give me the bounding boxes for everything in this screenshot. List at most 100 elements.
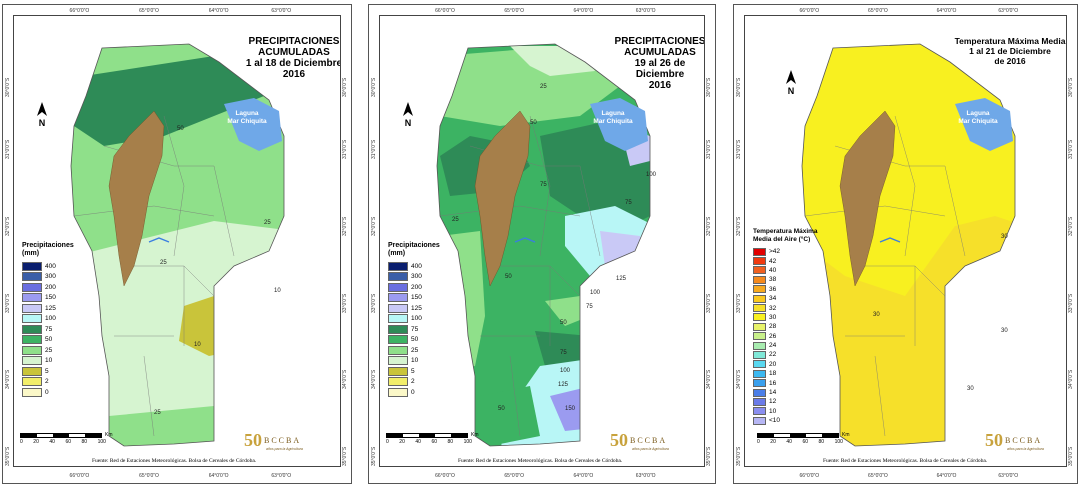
scale-number: 80: [818, 439, 825, 445]
longitude-tick: 66°0'0"O: [799, 473, 820, 479]
legend-swatch: [753, 341, 766, 350]
legend-item: 38: [753, 275, 818, 284]
longitude-tick: 66°0'0"O: [435, 8, 455, 14]
legend-label: 40: [769, 266, 777, 274]
longitude-tick: 63°0'0"O: [271, 8, 292, 14]
legend-swatch: [753, 275, 766, 284]
legend-swatch: [753, 369, 766, 378]
legend-swatch: [753, 416, 766, 425]
longitude-tick: 65°0'0"O: [139, 473, 159, 479]
scale-number: 40: [415, 439, 421, 445]
scale-number: 20: [399, 439, 405, 445]
legend-label: 300: [45, 273, 56, 281]
legend-item: 10: [388, 356, 440, 367]
latitude-tick: 33°0'0"S: [706, 293, 712, 313]
legend-swatch: [22, 324, 42, 334]
scale-number: 60: [431, 439, 438, 445]
svg-text:125: 125: [558, 382, 569, 388]
latitude-tick: 33°0'0"S: [1068, 293, 1074, 313]
legend-label: 18: [769, 370, 777, 378]
legend-label: 50: [45, 336, 53, 344]
scale-number: 100: [834, 439, 843, 445]
legend-item: 50: [22, 335, 74, 346]
map-frame: 30 30 30 30 N Temperatura Máxima Media 1 a…: [744, 15, 1067, 467]
legend-label: 20: [769, 360, 777, 368]
longitude-tick: 63°0'0"O: [998, 473, 1019, 479]
legend-swatch: [753, 294, 766, 303]
scale-unit: Km: [105, 432, 113, 438]
longitude-tick: 64°0'0"O: [208, 8, 229, 14]
logo-tagline: años para la Agricultura: [632, 447, 669, 451]
source-text: Fuente: Red de Estaciones Meteorológicas…: [92, 458, 257, 464]
legend-item: 2: [22, 377, 74, 388]
scale-unit: Km: [471, 432, 479, 438]
legend-swatch: [388, 387, 408, 397]
scale-bar: Km 0 20 40 60 80 100: [757, 432, 850, 445]
legend-item: 30: [753, 313, 818, 322]
latitude-tick: 31°0'0"S: [5, 139, 11, 159]
longitude-tick: 63°0'0"O: [271, 473, 292, 479]
legend-label: 0: [411, 388, 415, 396]
scale-bar-graphic: [386, 433, 468, 438]
latitude-tick: 31°0'0"S: [736, 139, 742, 159]
legend-label: 100: [45, 315, 56, 323]
legend-swatch: [753, 360, 766, 369]
legend-label: 34: [769, 295, 777, 303]
north-arrow-icon: [37, 102, 47, 116]
legend-label: 200: [45, 283, 56, 291]
legend-label: <10: [769, 417, 781, 425]
legend-swatch: [388, 272, 408, 282]
logo-tagline: años para la Agricultura: [1007, 447, 1044, 451]
latitude-tick: 32°0'0"S: [371, 216, 377, 236]
legend-item: 20: [753, 360, 818, 369]
longitude-tick: 63°0'0"O: [635, 473, 656, 479]
latitude-tick: 31°0'0"S: [371, 139, 377, 159]
scale-number: 60: [802, 439, 809, 445]
map-title-text: PRECIPITACIONES ACUMULADAS 19 al 26 de D…: [614, 36, 705, 91]
longitude-tick: 65°0'0"O: [504, 8, 525, 14]
scale-number: 100: [463, 439, 472, 445]
legend-swatch: [388, 345, 408, 355]
legend-swatch: [22, 282, 42, 292]
latitude-tick: 35°0'0"S: [5, 447, 11, 467]
legend-item: 50: [388, 335, 440, 346]
legend-swatch: [388, 356, 408, 366]
svg-text:10: 10: [274, 288, 281, 294]
legend-title: Precipitaciones (mm): [388, 242, 440, 257]
latitude-tick: 30°0'0"S: [1068, 77, 1074, 97]
legend-swatch: [753, 247, 766, 256]
legend-label: 400: [45, 262, 56, 270]
legend-item: 150: [22, 293, 74, 304]
logo-number: 50: [985, 430, 1003, 450]
legend-item: 300: [22, 272, 74, 283]
legend-title: Precipitaciones (mm): [22, 242, 74, 257]
latitude-tick: 30°0'0"S: [342, 77, 348, 97]
longitude-tick: 65°0'0"O: [868, 473, 888, 479]
legend-label: 10: [411, 357, 419, 365]
legend-item: 125: [22, 303, 74, 314]
legend-item: 400: [388, 261, 440, 272]
legend-item: 5: [22, 366, 74, 377]
source-text: Fuente: Red de Estaciones Meteorológicas…: [458, 458, 623, 464]
legend-item: 0: [22, 387, 74, 398]
longitude-tick: 66°0'0"O: [435, 473, 455, 479]
latitude-tick: 35°0'0"S: [706, 447, 712, 467]
north-arrow-icon: [403, 102, 413, 116]
legend-label: 5: [411, 367, 415, 375]
svg-text:30: 30: [873, 312, 880, 318]
legend-label: >42: [769, 248, 781, 256]
legend-label: 150: [45, 294, 56, 302]
legend-swatch: [22, 356, 42, 366]
scale-numbers: 0 20 40 60 80 100: [757, 439, 843, 445]
legend-swatch: [22, 303, 42, 313]
north-arrow: N: [36, 102, 48, 128]
svg-text:25: 25: [264, 220, 271, 226]
svg-text:30: 30: [1001, 234, 1008, 240]
scale-number: 40: [786, 439, 792, 445]
scale-numbers: 0 20 40 60 80 100: [386, 439, 472, 445]
svg-text:50: 50: [530, 120, 537, 126]
precip-map-1: 50 25 25 10 10 25: [70, 43, 285, 447]
svg-text:50: 50: [505, 274, 512, 280]
logo-number: 50: [244, 430, 262, 450]
svg-text:50: 50: [177, 126, 184, 132]
